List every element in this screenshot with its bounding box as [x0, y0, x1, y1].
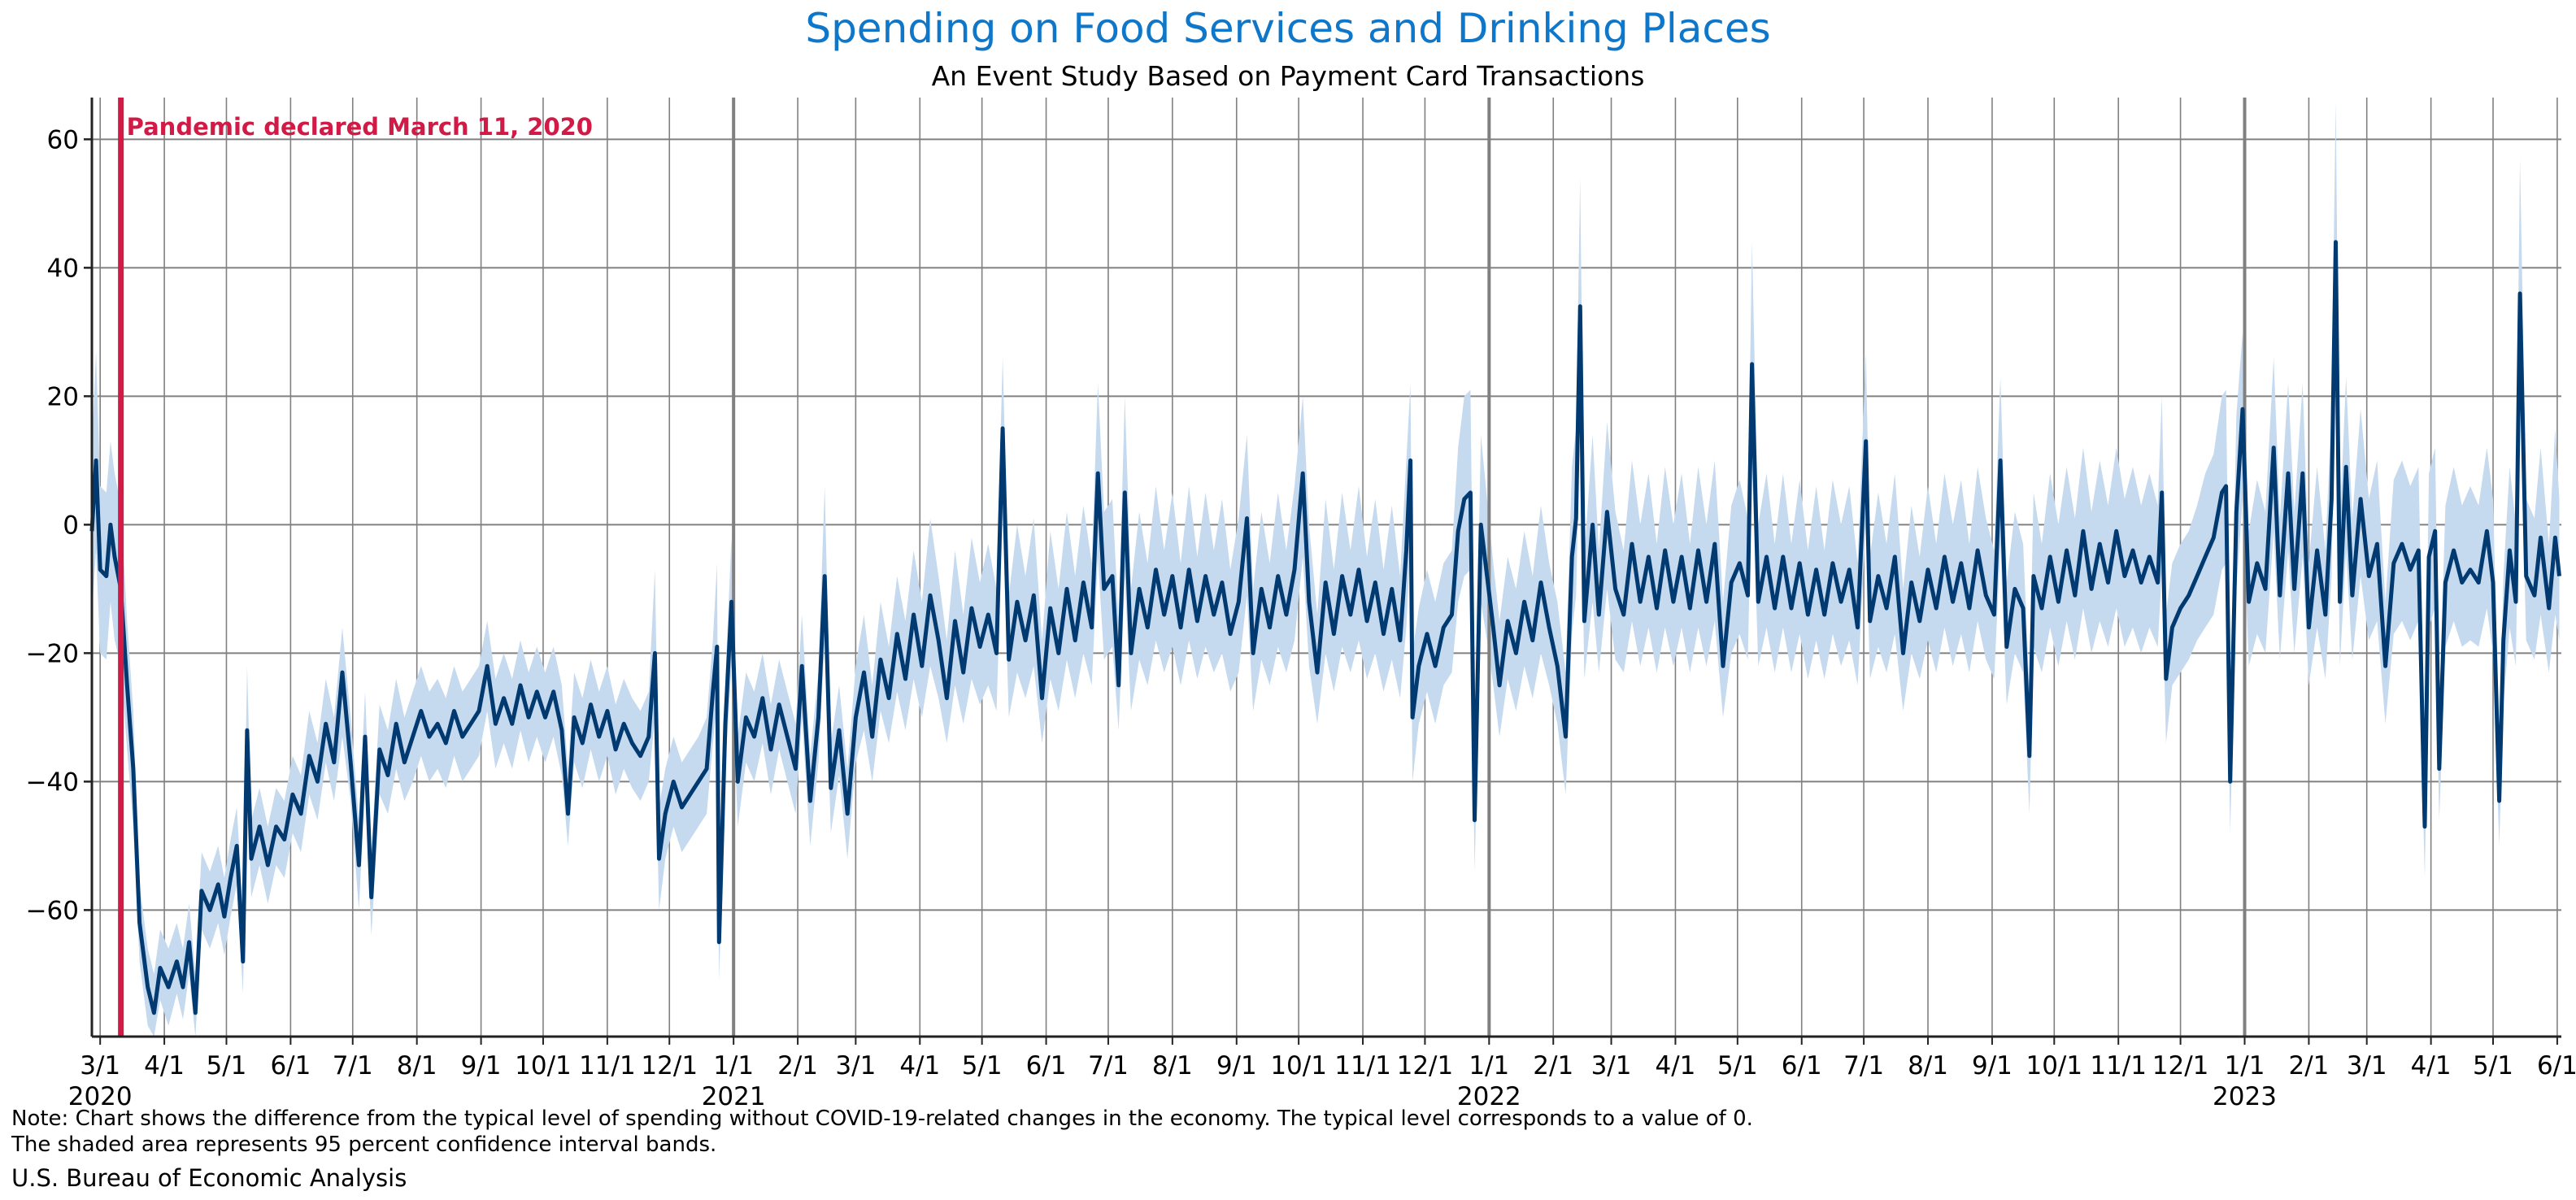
x-tick-label: 2/1 — [777, 1051, 818, 1080]
x-tick-label: 4/1 — [144, 1051, 185, 1080]
x-tick-label: 9/1 — [1216, 1051, 1257, 1080]
y-tick-label: −40 — [26, 767, 79, 797]
x-tick-label: 5/1 — [962, 1051, 1003, 1080]
x-year-label: 2020 — [68, 1082, 133, 1111]
x-tick-label: 12/1 — [1397, 1051, 1454, 1080]
x-tick-label: 5/1 — [1717, 1051, 1758, 1080]
x-tick-label: 9/1 — [461, 1051, 502, 1080]
x-tick-label: 10/1 — [1270, 1051, 1327, 1080]
x-tick-label: 3/1 — [2347, 1051, 2387, 1080]
x-tick-label: 1/1 — [713, 1051, 754, 1080]
x-tick-label: 12/1 — [2152, 1051, 2209, 1080]
y-tick-label: 60 — [47, 125, 79, 154]
x-tick-label: 4/1 — [1656, 1051, 1696, 1080]
x-tick-label: 8/1 — [1908, 1051, 1948, 1080]
confidence-band-layer — [92, 101, 2560, 1037]
chart-title: Spending on Food Services and Drinking P… — [805, 5, 1771, 52]
chart-subtitle: An Event Study Based on Payment Card Tra… — [931, 60, 1645, 92]
x-tick-label: 1/1 — [1469, 1051, 1509, 1080]
x-tick-label: 10/1 — [2026, 1051, 2082, 1080]
x-tick-label: 5/1 — [207, 1051, 247, 1080]
series-line — [89, 240, 2561, 1015]
x-tick-label: 4/1 — [899, 1051, 940, 1080]
x-tick-label: 4/1 — [2411, 1051, 2452, 1080]
x-tick-label: 1/1 — [2225, 1051, 2265, 1080]
x-tick-label: 3/1 — [80, 1051, 120, 1080]
x-tick-label: 6/1 — [270, 1051, 311, 1080]
x-tick-label: 11/1 — [1334, 1051, 1391, 1080]
x-tick-label: 8/1 — [397, 1051, 437, 1080]
note-line-2: The shaded area represents 95 percent co… — [11, 1133, 717, 1157]
x-tick-label: 6/1 — [2537, 1051, 2576, 1080]
x-tick-label: 7/1 — [1843, 1051, 1884, 1080]
x-tick-label: 11/1 — [2090, 1051, 2147, 1080]
x-tick-label: 3/1 — [835, 1051, 876, 1080]
y-tick-label: −60 — [26, 896, 79, 925]
y-tick-label: 0 — [63, 511, 79, 540]
x-tick-label: 3/1 — [1591, 1051, 1632, 1080]
source-label: U.S. Bureau of Economic Analysis — [11, 1164, 407, 1192]
x-tick-label: 2/1 — [2288, 1051, 2329, 1080]
x-tick-label: 6/1 — [1782, 1051, 1822, 1080]
x-tick-label: 6/1 — [1026, 1051, 1067, 1080]
x-tick-label: 2/1 — [1533, 1051, 1573, 1080]
x-tick-label: 5/1 — [2473, 1051, 2513, 1080]
year-boundary-lines — [732, 98, 2247, 1037]
pandemic-label: Pandemic declared March 11, 2020 — [127, 113, 593, 141]
x-year-label: 2021 — [702, 1082, 766, 1111]
y-tick-label: −20 — [26, 639, 79, 668]
grid-lines — [92, 98, 2561, 1037]
axes — [84, 98, 2561, 1045]
x-tick-label: 12/1 — [641, 1051, 698, 1080]
x-tick-label: 10/1 — [515, 1051, 572, 1080]
confidence-band — [92, 101, 2560, 1037]
x-tick-label: 8/1 — [1152, 1051, 1193, 1080]
x-year-label: 2023 — [2213, 1082, 2277, 1111]
y-tick-label: 40 — [47, 254, 79, 283]
pandemic-annotation: Pandemic declared March 11, 2020 — [118, 98, 593, 1037]
x-tick-label: 7/1 — [333, 1051, 373, 1080]
x-tick-label: 11/1 — [579, 1051, 636, 1080]
x-year-label: 2022 — [1457, 1082, 1521, 1111]
x-tick-label: 7/1 — [1088, 1051, 1129, 1080]
x-tick-label: 9/1 — [1972, 1051, 2012, 1080]
series-line-layer — [89, 240, 2561, 1015]
y-tick-label: 20 — [47, 382, 79, 411]
note-line-1: Note: Chart shows the difference from th… — [11, 1107, 1753, 1131]
